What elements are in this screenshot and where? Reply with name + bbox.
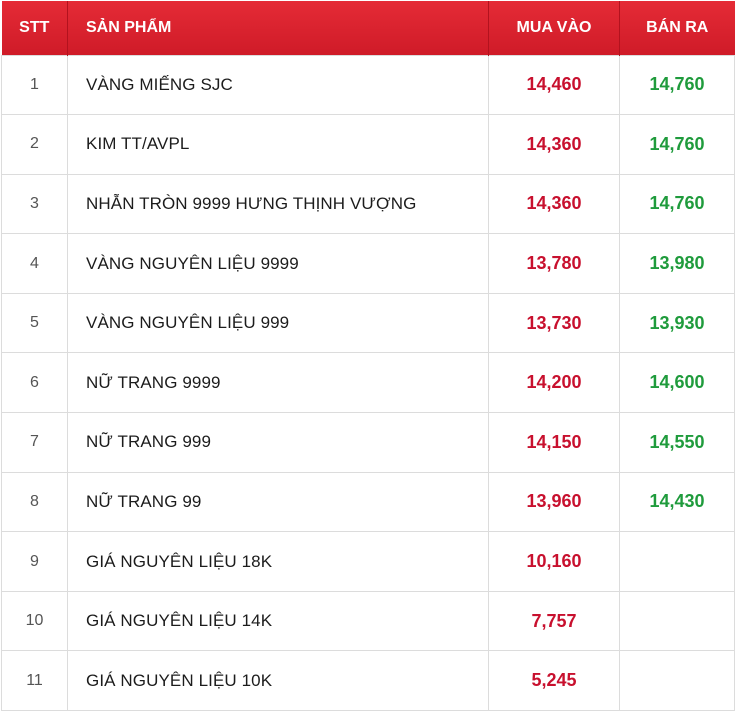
row-sell-price: 13,930 — [619, 292, 735, 354]
row-buy-price: 14,150 — [488, 412, 620, 473]
header-product: SẢN PHẨM — [67, 1, 489, 55]
row-sell-price: 14,760 — [619, 54, 735, 116]
row-product-name: VÀNG NGUYÊN LIỆU 999 — [67, 292, 489, 354]
row-sell-price: 14,550 — [619, 412, 735, 473]
row-stt: 1 — [1, 54, 68, 116]
table-row: 4 VÀNG NGUYÊN LIỆU 9999 13,780 13,980 — [1, 233, 735, 294]
table-row: 5 VÀNG NGUYÊN LIỆU 999 13,730 13,930 — [1, 292, 735, 354]
row-stt: 5 — [1, 292, 68, 354]
header-sell: BÁN RA — [646, 18, 709, 36]
table-row: 8 NỮ TRANG 99 13,960 14,430 — [1, 471, 735, 533]
row-buy-price: 13,730 — [488, 292, 620, 354]
row-stt: 3 — [1, 173, 68, 235]
table-row: 9 GIÁ NGUYÊN LIỆU 18K 10,160 — [1, 531, 735, 592]
header-row: STT SẢN PHẨM MUA VÀO BÁN RA — [1, 1, 735, 55]
row-product-name: KIM TT/AVPL — [67, 114, 489, 175]
row-product-name: VÀNG NGUYÊN LIỆU 9999 — [67, 233, 489, 294]
row-buy-price: 14,460 — [488, 54, 620, 116]
header-buy: MUA VÀO — [488, 1, 620, 55]
row-sell-price: 14,600 — [619, 352, 735, 414]
row-sell-price — [619, 590, 735, 652]
table-row: 3 NHẪN TRÒN 9999 HƯNG THỊNH VƯỢNG 14,360… — [1, 173, 735, 235]
row-buy-price: 10,160 — [488, 531, 620, 592]
row-buy-price: 13,780 — [488, 233, 620, 294]
row-stt: 11 — [1, 650, 68, 712]
table-header: STT SẢN PHẨM MUA VÀO BÁN RA — [1, 1, 735, 55]
row-sell-price — [619, 650, 735, 712]
row-product-name: NỮ TRANG 999 — [67, 412, 489, 473]
table-row: 7 NỮ TRANG 999 14,150 14,550 — [1, 412, 735, 473]
row-product-name: NỮ TRANG 9999 — [67, 352, 489, 414]
row-sell-price: 14,430 — [619, 471, 735, 533]
row-sell-price: 13,980 — [619, 233, 735, 294]
row-buy-price: 13,960 — [488, 471, 620, 533]
table-row: 11 GIÁ NGUYÊN LIỆU 10K 5,245 — [1, 650, 735, 712]
row-buy-price: 7,757 — [488, 590, 620, 652]
row-stt: 8 — [1, 471, 68, 533]
header-stt: STT — [1, 1, 68, 55]
row-stt: 7 — [1, 412, 68, 473]
row-buy-price: 5,245 — [488, 650, 620, 712]
row-product-name: GIÁ NGUYÊN LIỆU 14K — [67, 590, 489, 652]
row-buy-price: 14,360 — [488, 173, 620, 235]
table-row: 6 NỮ TRANG 9999 14,200 14,600 — [1, 352, 735, 414]
row-stt: 10 — [1, 590, 68, 652]
row-stt: 2 — [1, 114, 68, 175]
row-product-name: GIÁ NGUYÊN LIỆU 18K — [67, 531, 489, 592]
row-sell-price: 14,760 — [619, 114, 735, 175]
row-sell-price — [619, 531, 735, 592]
row-buy-price: 14,360 — [488, 114, 620, 175]
row-stt: 6 — [1, 352, 68, 414]
row-product-name: VÀNG MIẾNG SJC — [67, 54, 489, 116]
table-row: 2 KIM TT/AVPL 14,360 14,760 — [1, 114, 735, 175]
row-product-name: GIÁ NGUYÊN LIỆU 10K — [67, 650, 489, 712]
row-stt: 9 — [1, 531, 68, 592]
row-product-name: NỮ TRANG 99 — [67, 471, 489, 533]
row-sell-price: 14,760 — [619, 173, 735, 235]
row-buy-price: 14,200 — [488, 352, 620, 414]
row-product-name: NHẪN TRÒN 9999 HƯNG THỊNH VƯỢNG — [67, 173, 489, 235]
row-stt: 4 — [1, 233, 68, 294]
table-body: 1 VÀNG MIẾNG SJC 14,460 14,760 2 KIM TT/… — [1, 54, 735, 712]
table-row: 10 GIÁ NGUYÊN LIỆU 14K 7,757 — [1, 590, 735, 652]
table-row: 1 VÀNG MIẾNG SJC 14,460 14,760 — [1, 54, 735, 116]
